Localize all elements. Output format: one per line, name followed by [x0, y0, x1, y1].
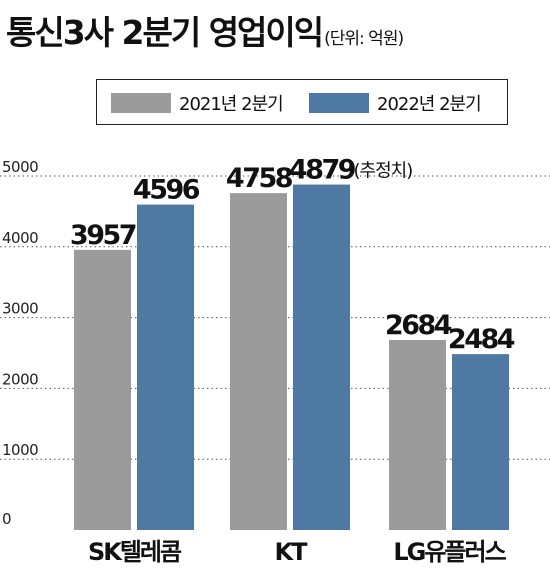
- category-labels: SK텔레콤 KT LG유플러스: [88, 538, 509, 566]
- y-tick-4000: 4000: [2, 229, 38, 247]
- y-tick-0: 0: [2, 510, 11, 528]
- legend-item-2021: 2021년 2분기: [111, 92, 284, 115]
- legend-swatch-2021: [111, 93, 171, 113]
- bar-KT-2022년 2분기: [293, 184, 350, 530]
- chart-header: 통신3사 2분기 영업이익 (단위: 억원): [6, 6, 546, 62]
- y-tick-3000: 3000: [2, 300, 38, 318]
- legend-label-2021: 2021년 2분기: [179, 94, 284, 115]
- value-label-LG유플러스-2021년 2분기: 2684: [385, 310, 452, 341]
- y-tick-5000: 5000: [2, 158, 38, 176]
- category-label-LG유플러스: LG유플러스: [393, 538, 506, 566]
- value-label-SK텔레콤-2022년 2분기: 4596: [133, 175, 200, 206]
- chart-title: 통신3사 2분기 영업이익: [6, 13, 324, 52]
- legend-swatch-2022: [309, 93, 369, 113]
- bars: [74, 184, 509, 530]
- annotation-estimate: (추정치): [354, 161, 413, 182]
- bar-SK텔레콤-2022년 2분기: [137, 204, 194, 530]
- value-label-LG유플러스-2022년 2분기: 2484: [448, 324, 515, 355]
- bar-SK텔레콤-2021년 2분기: [74, 249, 131, 530]
- bar-LG유플러스-2022년 2분기: [452, 354, 509, 530]
- y-tick-2000: 2000: [2, 370, 38, 388]
- legend: 2021년 2분기 2022년 2분기: [96, 79, 508, 125]
- bar-LG유플러스-2021년 2분기: [389, 339, 446, 530]
- y-tick-1000: 1000: [2, 441, 38, 459]
- category-label-SK텔레콤: SK텔레콤: [88, 538, 182, 566]
- unit-label: (단위: 억원): [324, 29, 404, 49]
- category-label-KT: KT: [275, 538, 309, 566]
- legend-label-2022: 2022년 2분기: [377, 94, 482, 115]
- value-label-SK텔레콤-2021년 2분기: 3957: [70, 220, 136, 251]
- bar-KT-2021년 2분기: [230, 193, 287, 530]
- legend-item-2022: 2022년 2분기: [309, 92, 482, 115]
- value-label-KT-2022년 2분기: 4879: [289, 155, 356, 186]
- value-label-KT-2021년 2분기: 4758: [226, 163, 293, 194]
